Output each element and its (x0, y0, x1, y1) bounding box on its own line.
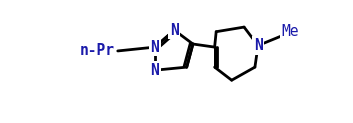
Text: N: N (170, 23, 179, 38)
Text: N: N (151, 40, 159, 55)
Text: n-Pr: n-Pr (79, 43, 114, 58)
Text: N: N (254, 38, 262, 53)
Text: Me: Me (282, 24, 299, 39)
Text: N: N (151, 63, 159, 78)
